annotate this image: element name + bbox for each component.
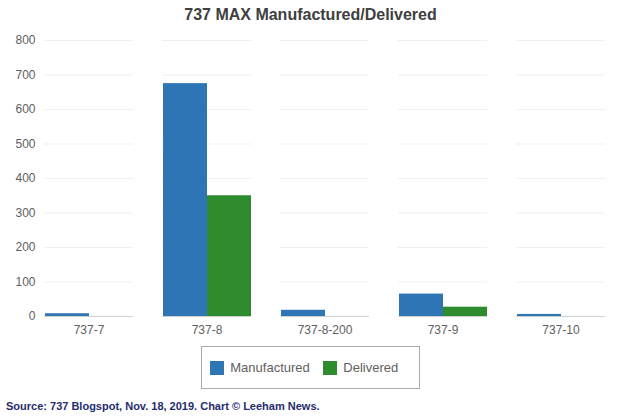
svg-text:600: 600 bbox=[15, 102, 35, 116]
svg-text:200: 200 bbox=[15, 240, 35, 254]
svg-text:800: 800 bbox=[15, 33, 35, 47]
html-text:Delivered: Delivered bbox=[343, 360, 399, 375]
svg-text:737-10: 737-10 bbox=[542, 323, 580, 337]
svg-text:737-8-200: 737-8-200 bbox=[298, 323, 353, 337]
svg-text:700: 700 bbox=[15, 68, 35, 82]
svg-text:737-9: 737-9 bbox=[428, 323, 459, 337]
svg-text:737-8: 737-8 bbox=[192, 323, 223, 337]
svg-text:300: 300 bbox=[15, 206, 35, 220]
svg-text:400: 400 bbox=[15, 171, 35, 185]
svg-text:0: 0 bbox=[29, 309, 36, 323]
html-text:Source: 737 Blogspot, Nov. 18,: Source: 737 Blogspot, Nov. 18, 2019. Cha… bbox=[6, 399, 320, 412]
html-text:Manufactured: Manufactured bbox=[230, 360, 310, 375]
svg-text:737-7: 737-7 bbox=[74, 323, 105, 337]
svg-text:100: 100 bbox=[15, 275, 35, 289]
svg-text:500: 500 bbox=[15, 137, 35, 151]
html-text:737 MAX Manufactured/Delivered: 737 MAX Manufactured/Delivered bbox=[184, 6, 437, 23]
